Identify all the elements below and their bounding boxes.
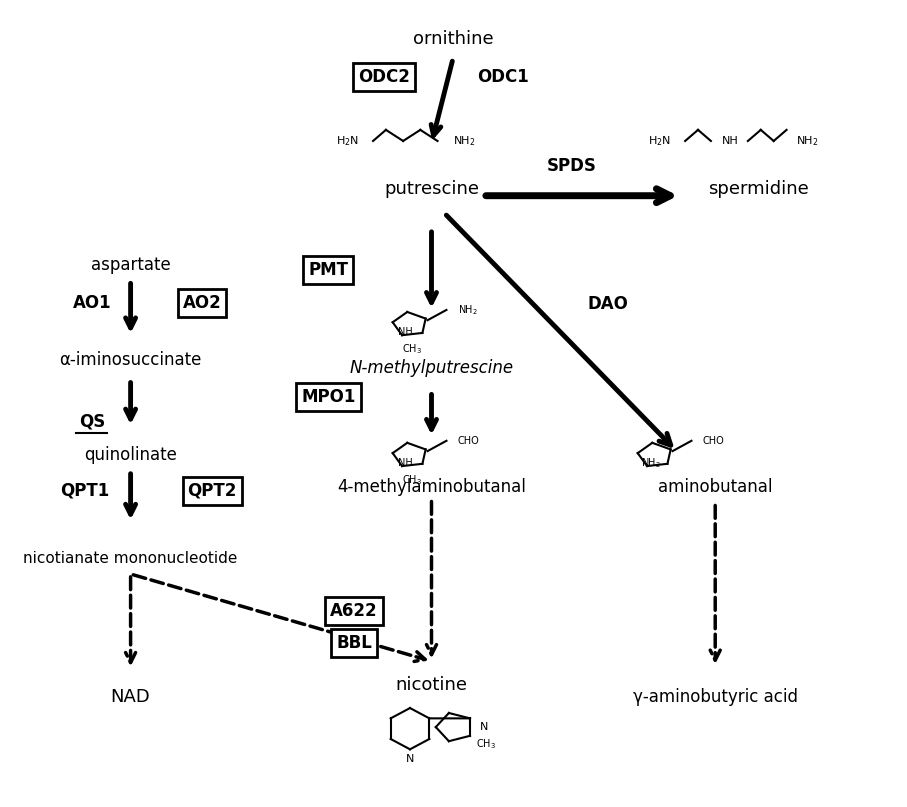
Text: NH$_2$: NH$_2$ [458, 303, 478, 317]
Text: QPT2: QPT2 [188, 482, 237, 500]
Text: quinolinate: quinolinate [84, 446, 177, 464]
Text: N: N [405, 754, 414, 763]
Text: NAD: NAD [111, 688, 151, 706]
Text: ODC2: ODC2 [358, 68, 410, 86]
Text: SPDS: SPDS [547, 157, 597, 174]
Text: NH$_2$: NH$_2$ [796, 134, 818, 148]
Text: CH$_3$: CH$_3$ [402, 474, 422, 487]
Text: NH: NH [722, 136, 739, 146]
Text: aminobutanal: aminobutanal [658, 478, 773, 495]
Text: aspartate: aspartate [91, 256, 171, 274]
Text: nicotine: nicotine [395, 676, 467, 694]
Text: PMT: PMT [308, 261, 348, 279]
Text: 4-methylaminobutanal: 4-methylaminobutanal [337, 478, 526, 495]
Text: BBL: BBL [336, 634, 372, 652]
Text: AO1: AO1 [73, 294, 112, 312]
Text: γ-aminobutyric acid: γ-aminobutyric acid [633, 688, 798, 706]
Text: α-iminosuccinate: α-iminosuccinate [60, 351, 201, 369]
Text: ornithine: ornithine [413, 30, 493, 48]
Text: A622: A622 [330, 602, 378, 621]
Text: putrescine: putrescine [384, 180, 479, 199]
Text: ODC1: ODC1 [477, 68, 529, 86]
Text: spermidine: spermidine [707, 180, 808, 199]
Text: DAO: DAO [588, 295, 629, 313]
Text: AO2: AO2 [182, 294, 221, 312]
Text: QS: QS [79, 412, 105, 431]
Text: CHO: CHO [458, 436, 480, 445]
Text: nicotianate mononucleotide: nicotianate mononucleotide [24, 550, 238, 566]
Text: QPT1: QPT1 [61, 482, 110, 500]
Text: N: N [480, 722, 488, 732]
Text: H$_2$N: H$_2$N [648, 134, 671, 148]
Text: NH: NH [398, 327, 413, 337]
Text: CH$_3$: CH$_3$ [475, 738, 495, 751]
Text: CH$_3$: CH$_3$ [402, 343, 422, 357]
Text: NH: NH [398, 458, 413, 468]
Text: N-methylputrescine: N-methylputrescine [349, 359, 513, 377]
Text: NH$_2$: NH$_2$ [453, 134, 475, 148]
Text: NH$_2$: NH$_2$ [640, 456, 660, 470]
Text: MPO1: MPO1 [301, 388, 356, 406]
Text: CHO: CHO [703, 436, 725, 445]
Text: H$_2$N: H$_2$N [336, 134, 359, 148]
